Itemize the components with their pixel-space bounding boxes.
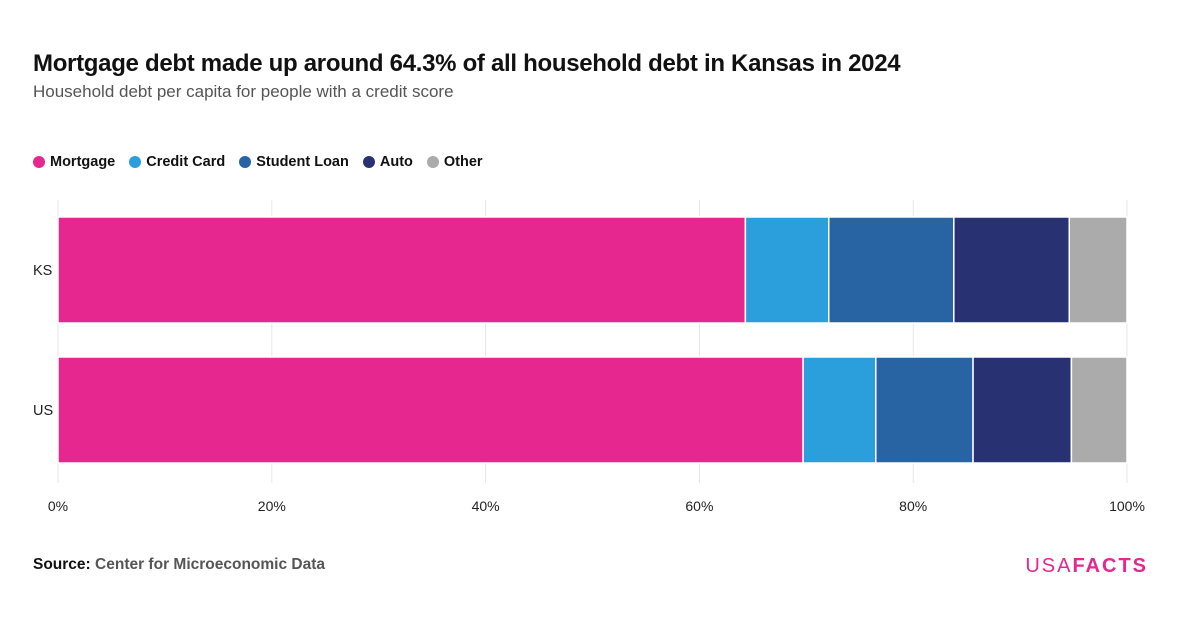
legend-swatch xyxy=(362,156,375,168)
x-tick-label: 60% xyxy=(685,498,713,514)
legend-label: Mortgage xyxy=(50,154,116,170)
logo-facts: FACTS xyxy=(1072,555,1148,577)
source-note: Source: Center for Microeconomic Data xyxy=(33,556,325,574)
x-tick-label: 80% xyxy=(899,498,927,514)
source-label: Source: xyxy=(33,556,91,573)
legend-swatch xyxy=(239,156,252,168)
chart-subtitle: Household debt per capita for people wit… xyxy=(33,82,454,101)
y-category-label: US xyxy=(33,403,53,419)
bar-us-mortgage[interactable] xyxy=(57,356,804,464)
x-tick-label: 0% xyxy=(48,498,68,514)
legend-swatch xyxy=(33,156,45,168)
bar-ks-mortgage[interactable] xyxy=(57,216,747,324)
x-tick-label: 40% xyxy=(472,498,500,514)
legend-label: Credit Card xyxy=(146,154,226,170)
legend-item-auto: Auto xyxy=(362,154,413,170)
legend-item-mortgage: Mortgage xyxy=(33,154,115,170)
legend: Mortgage Credit Card Student Loan Auto Other xyxy=(33,154,483,170)
x-tick-label: 100% xyxy=(1109,498,1145,514)
x-tick-label: 20% xyxy=(258,498,286,514)
bar-us-auto[interactable] xyxy=(972,356,1073,464)
chart-title: Mortgage debt made up around 64.3% of al… xyxy=(33,50,901,77)
legend-label: Other xyxy=(443,154,483,170)
bar-ks-auto[interactable] xyxy=(953,216,1071,324)
bar-ks-other[interactable] xyxy=(1068,216,1128,324)
y-category-label: KS xyxy=(33,263,52,279)
legend-swatch xyxy=(426,156,439,168)
bar-ks-credit-card[interactable] xyxy=(744,216,830,324)
legend-item-credit-card: Credit Card xyxy=(129,154,225,170)
legend-swatch xyxy=(129,156,142,168)
logo-usa: USA xyxy=(1025,555,1073,577)
bar-ks-student-loan[interactable] xyxy=(827,216,955,324)
legend-label: Auto xyxy=(379,154,413,170)
legend-item-other: Other xyxy=(426,154,483,170)
bar-us-student-loan[interactable] xyxy=(875,356,974,464)
bar-us-credit-card[interactable] xyxy=(802,356,877,464)
bar-us-other[interactable] xyxy=(1070,356,1128,464)
legend-item-student-loan: Student Loan xyxy=(239,154,349,170)
source-text: Center for Microeconomic Data xyxy=(95,556,325,573)
usafacts-logo: USAFACTS xyxy=(1025,555,1148,578)
legend-label: Student Loan xyxy=(256,154,349,170)
